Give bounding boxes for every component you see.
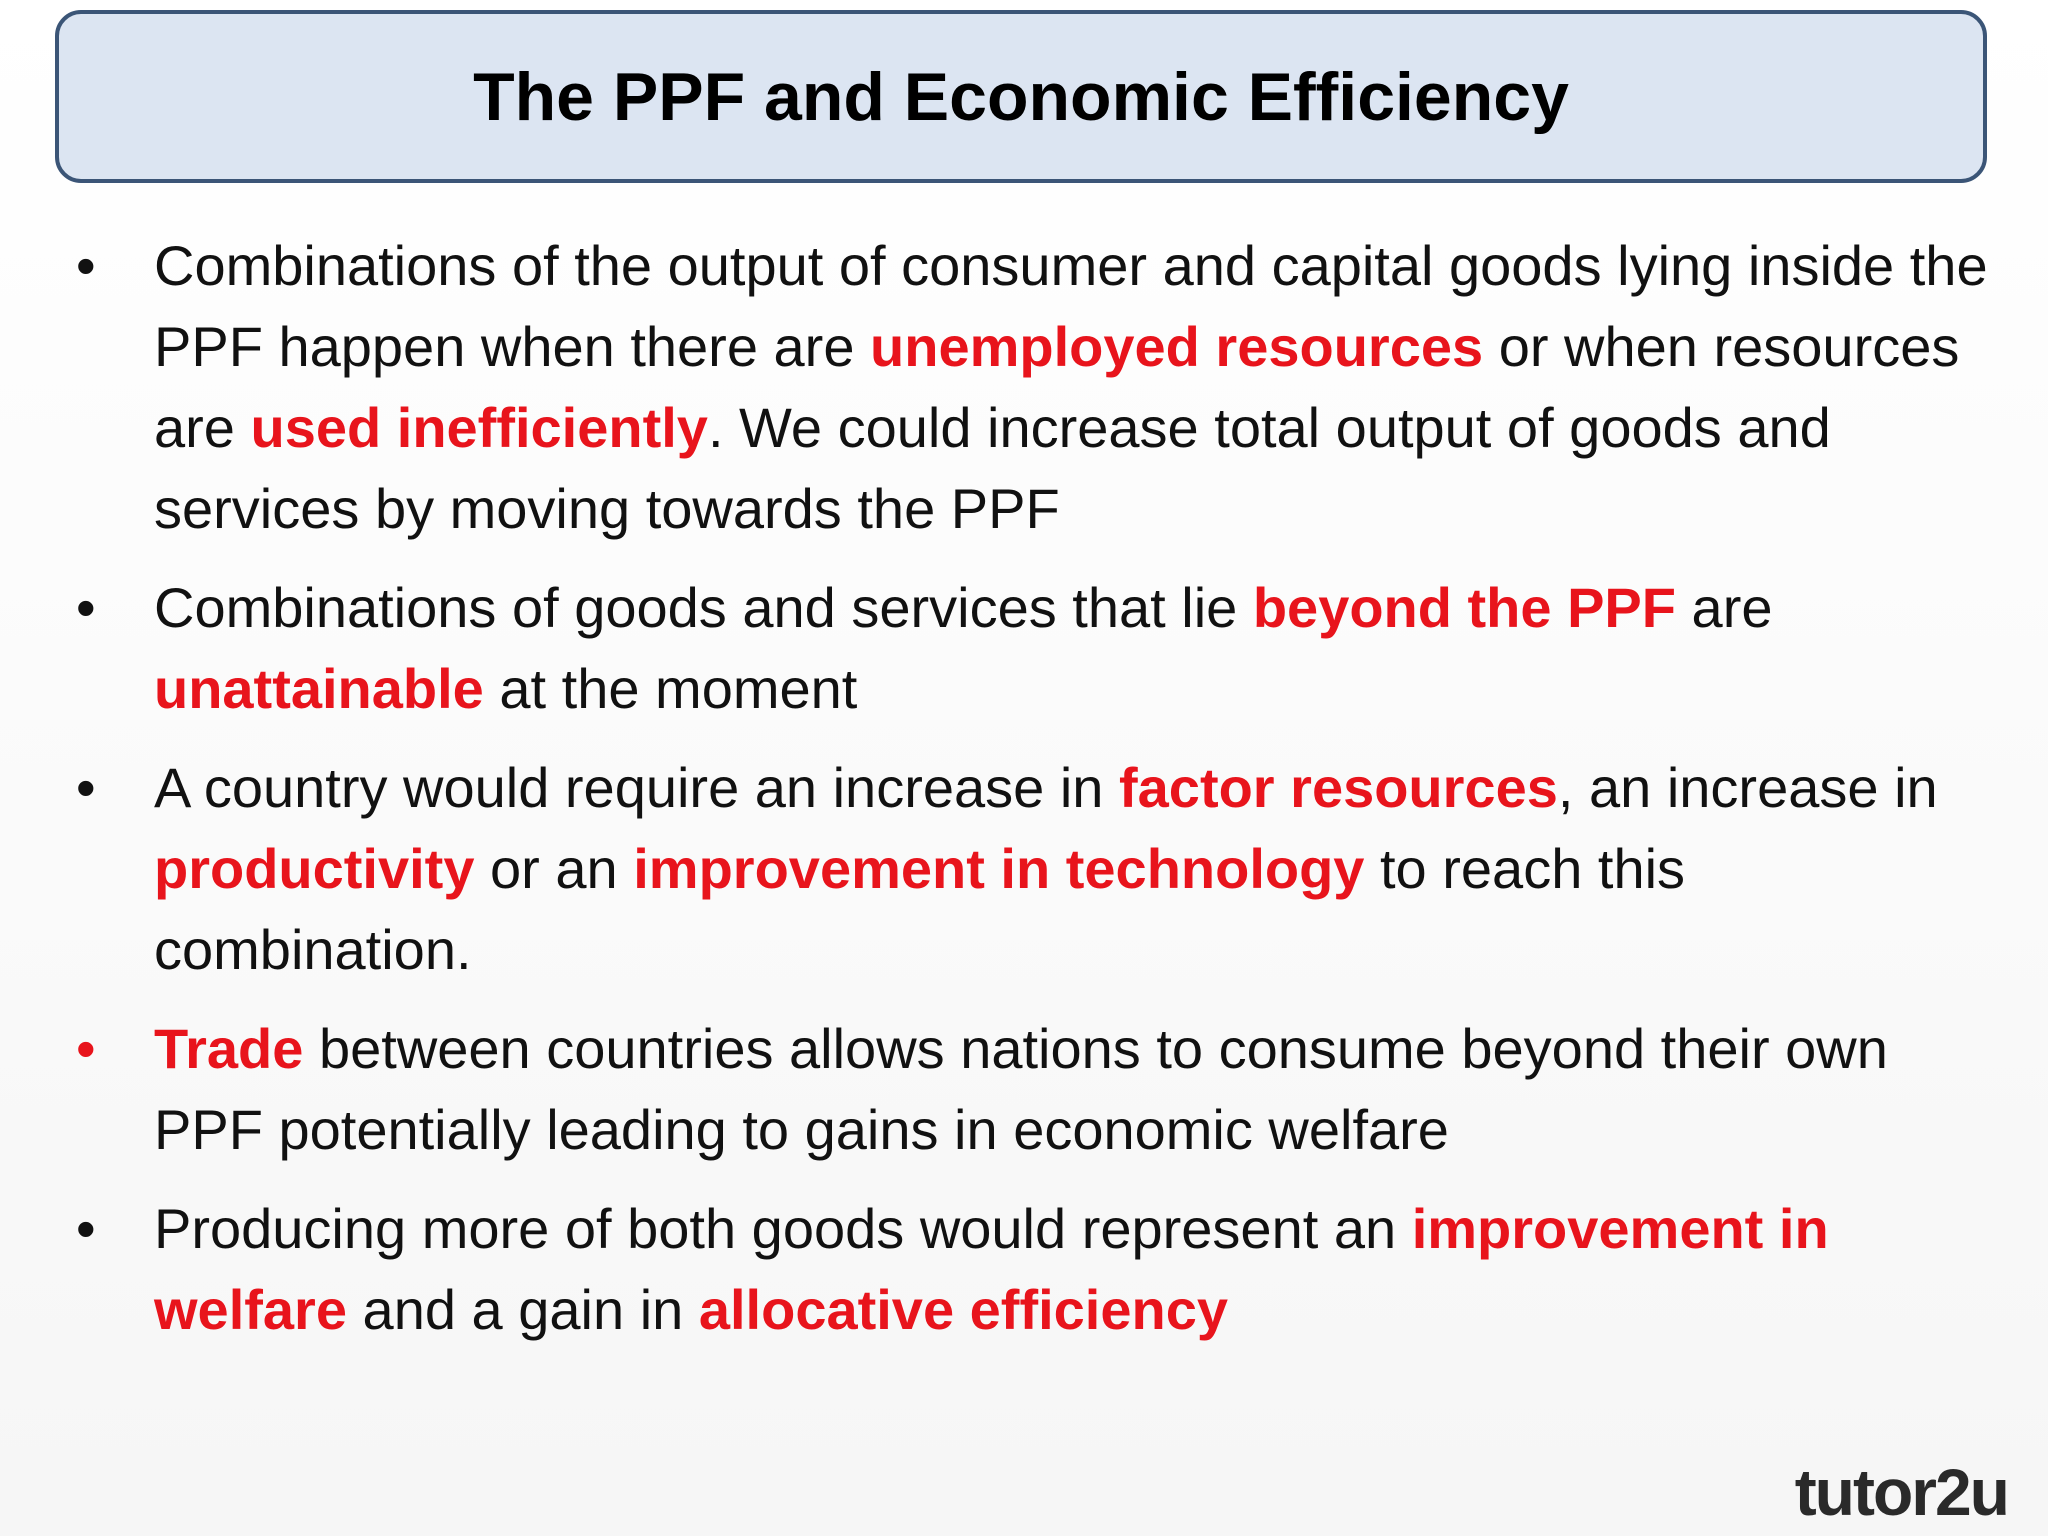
highlighted-text: beyond the PPF <box>1252 576 1676 639</box>
title: The PPF and Economic Efficiency <box>473 58 1569 135</box>
highlighted-text: factor resources <box>1119 756 1558 819</box>
highlighted-text: Trade <box>154 1017 304 1080</box>
highlighted-text: allocative efficiency <box>698 1278 1228 1341</box>
body-text: or when resources are <box>154 315 1960 459</box>
body-text: to reach this combination. <box>154 837 1686 981</box>
body-text: and a gain in <box>347 1278 699 1341</box>
bullet-item: • A country would require an increase in … <box>0 747 2010 990</box>
highlighted-text: improvement in welfare <box>154 1197 1829 1341</box>
bullet-item: • Producing more of both goods would repr… <box>0 1188 2010 1350</box>
bullet-dot: • <box>76 576 96 639</box>
highlighted-text: improvement in technology <box>633 837 1365 900</box>
body-text: between countries allows nations to cons… <box>154 1017 1888 1161</box>
body-text: at the moment <box>483 657 858 720</box>
body-text: are <box>1676 576 1773 639</box>
bullet-list: • Combinations of the output of consumer … <box>0 225 2010 1368</box>
body-text: , an increase in <box>1557 756 1938 819</box>
bullet-item: • Trade between countries allows nations … <box>0 1008 2010 1170</box>
highlighted-text: productivity <box>154 837 475 900</box>
bullet-dot: • <box>76 756 96 819</box>
title-box: The PPF and Economic Efficiency <box>55 10 1987 183</box>
body-text: Combinations of goods and services that … <box>154 576 1253 639</box>
body-text: Combinations of the output of consumer a… <box>154 234 1988 378</box>
bullet-dot: • <box>76 1197 96 1260</box>
highlighted-text: unemployed resources <box>870 315 1484 378</box>
body-text: Producing more of both goods would repre… <box>154 1197 1412 1260</box>
highlighted-text: used inefficiently <box>250 396 708 459</box>
bullet-dot: • <box>76 234 96 297</box>
logo: tutor2u <box>1794 1455 2010 1529</box>
bullet-item: • Combinations of the output of consumer … <box>0 225 2010 549</box>
body-text: or an <box>474 837 634 900</box>
bullet-dot: • <box>76 1017 96 1080</box>
body-text: . We could increase total output of good… <box>154 396 1831 540</box>
highlighted-text: unattainable <box>154 657 484 720</box>
body-text: A country would require an increase in <box>154 756 1119 819</box>
bullet-item: • Combinations of goods and services that… <box>0 567 2010 729</box>
